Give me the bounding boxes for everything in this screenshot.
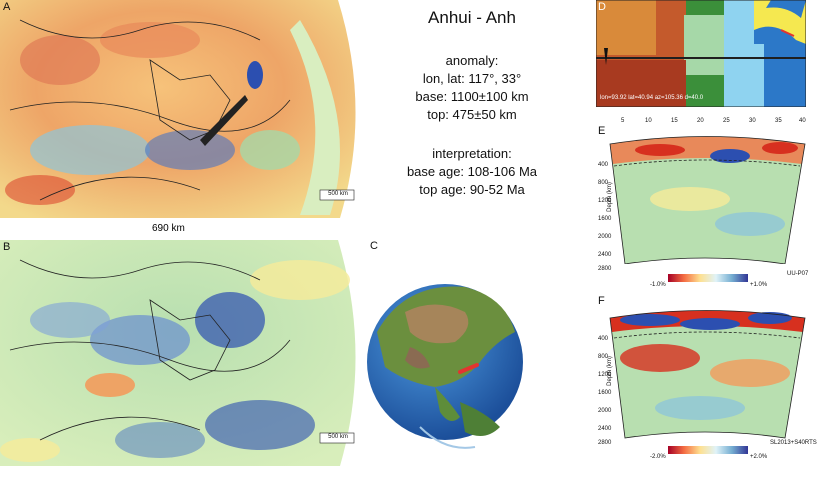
interpretation-top-age: top age: 90-52 Ma (419, 182, 525, 197)
anomaly-heading: anomaly: (445, 53, 499, 68)
e-depth-5: 2400 (598, 252, 612, 258)
panel-label-a: A (3, 1, 11, 13)
e-tick-2: 15 (671, 118, 678, 124)
e-tick-0: 5 (621, 118, 625, 124)
panel-label-e: E (598, 125, 606, 137)
profile-readout: lon=93.92 lat=40.94 az=105.36 d=40.0 (600, 95, 704, 101)
anomaly-lonlat: lon, lat: 117°, 33° (422, 71, 522, 86)
e-tick-3: 20 (697, 118, 704, 124)
panel-label-f: F (598, 295, 605, 307)
e-depth-label: Depth (km) (606, 182, 613, 212)
map-a (0, 0, 356, 218)
f-depth-4: 2000 (598, 408, 612, 414)
anomaly-top: top: 475±50 km (427, 107, 517, 122)
panel-label-b: B (3, 241, 11, 253)
e-scale-min: -1.0% (650, 282, 666, 288)
f-depth-5: 2400 (598, 426, 612, 432)
e-model-label: UU-P07 (787, 271, 809, 277)
e-scale-max: +1.0% (750, 282, 768, 288)
e-colorbar (668, 274, 748, 282)
e-depth-2: 1200 (598, 198, 612, 204)
f-scale-max: +2.0% (750, 454, 768, 460)
section-f: Depth (km) 400 800 1200 1600 2000 2400 2… (598, 298, 817, 468)
profile-map (596, 0, 806, 107)
e-depth-1: 800 (598, 180, 609, 186)
panel-label-c: C (370, 240, 378, 252)
e-depth-0: 400 (598, 162, 609, 168)
page-title: Anhui - Anh (428, 8, 516, 27)
e-depth-4: 2000 (598, 234, 612, 240)
panel-d: D lon=93.92 lat=40.94 az=105.36 d=40.0 (596, 0, 806, 107)
f-depth-2: 1200 (598, 372, 612, 378)
f-depth-label: Depth (km) (606, 356, 613, 386)
interpretation-heading: interpretation: (432, 146, 512, 161)
panel-label-d: D (598, 1, 606, 13)
panel-a: A 500 km (0, 0, 365, 222)
e-tick-5: 30 (749, 118, 756, 124)
f-model-label: SL2013+S40RTS (770, 440, 817, 446)
e-depth-3: 1600 (598, 216, 612, 222)
e-depth-6: 2800 (598, 266, 612, 272)
section-e: 5 10 15 20 25 30 35 40 Depth (km) 400 80… (598, 116, 810, 291)
globe (367, 284, 523, 449)
f-colorbar (668, 446, 748, 454)
scalebar-label-b: 500 km (328, 434, 348, 440)
f-depth-0: 400 (598, 336, 609, 342)
scalebar-label-a: 500 km (328, 191, 348, 197)
f-depth-1: 800 (598, 354, 609, 360)
interpretation-base-age: base age: 108-106 Ma (406, 164, 538, 179)
panel-b: B 500 km (0, 240, 365, 468)
e-tick-1: 10 (645, 118, 652, 124)
anomaly-base: base: 1100±100 km (415, 89, 529, 104)
e-tick-7: 40 (799, 118, 806, 124)
f-scale-min: -2.0% (650, 454, 666, 460)
f-depth-3: 1600 (598, 390, 612, 396)
map-b (0, 240, 356, 466)
e-tick-6: 35 (775, 118, 782, 124)
distance-label: 690 km (152, 223, 185, 234)
f-depth-6: 2800 (598, 440, 612, 446)
e-tick-4: 25 (723, 118, 730, 124)
